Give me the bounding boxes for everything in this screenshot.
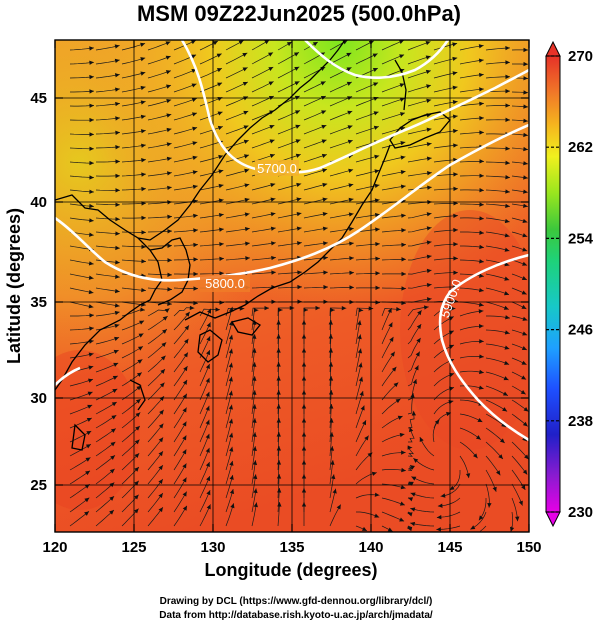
y-tick-label: 40 [30, 194, 47, 211]
y-tick-label: 25 [30, 477, 47, 494]
colorbar-ticks: 230 238 246 254 262 270 [546, 48, 594, 521]
x-ticks: 120 125 130 135 140 145 150 [42, 40, 542, 556]
contour-5700 [180, 40, 529, 174]
credit-drawing: Drawing by DCL (https://www.gfd-dennou.o… [160, 596, 433, 607]
colorbar-gradient [545, 55, 561, 513]
colorbar: 230 238 246 254 262 270 [545, 40, 594, 528]
height-contours [55, 40, 529, 442]
x-axis-label: Longitude (degrees) [204, 560, 377, 580]
credit-data: Data from http://database.rish.kyoto-u.a… [159, 610, 433, 621]
contour-5800 [55, 123, 529, 282]
colorbar-tick-label: 254 [568, 230, 594, 247]
coastlines [55, 40, 451, 451]
y-ticks: 25 30 35 40 45 [30, 90, 529, 494]
x-tick-label: 140 [358, 539, 383, 556]
contour-label-5800: 5800.0 [205, 276, 245, 291]
colorbar-tick-label: 230 [568, 504, 593, 521]
colorbar-tick-label: 246 [568, 322, 593, 339]
x-tick-label: 125 [121, 539, 146, 556]
chart-title: MSM 09Z22Jun2025 (500.0hPa) [137, 1, 461, 26]
map-panel: 5700.0 5800.0 5900.0 [55, 40, 529, 532]
x-tick-label: 130 [200, 539, 225, 556]
y-tick-label: 45 [30, 90, 47, 107]
y-axis-label: Latitude (degrees) [4, 208, 24, 364]
colorbar-tick-label: 262 [568, 139, 593, 156]
y-tick-label: 30 [30, 390, 47, 407]
colorbar-tick-label: 270 [568, 48, 593, 65]
contour-5700-north [304, 40, 450, 80]
colorbar-tick-label: 238 [568, 413, 593, 430]
contour-5900 [438, 253, 529, 442]
colorbar-max-arrow [545, 40, 561, 57]
x-tick-label: 145 [437, 539, 462, 556]
y-tick-label: 35 [30, 294, 47, 311]
streamline-arrows [84, 40, 529, 532]
contour-label-5700: 5700.0 [257, 161, 297, 176]
x-tick-label: 150 [516, 539, 541, 556]
colorbar-min-arrow [545, 511, 561, 528]
x-tick-label: 120 [42, 539, 67, 556]
x-tick-label: 135 [279, 539, 304, 556]
